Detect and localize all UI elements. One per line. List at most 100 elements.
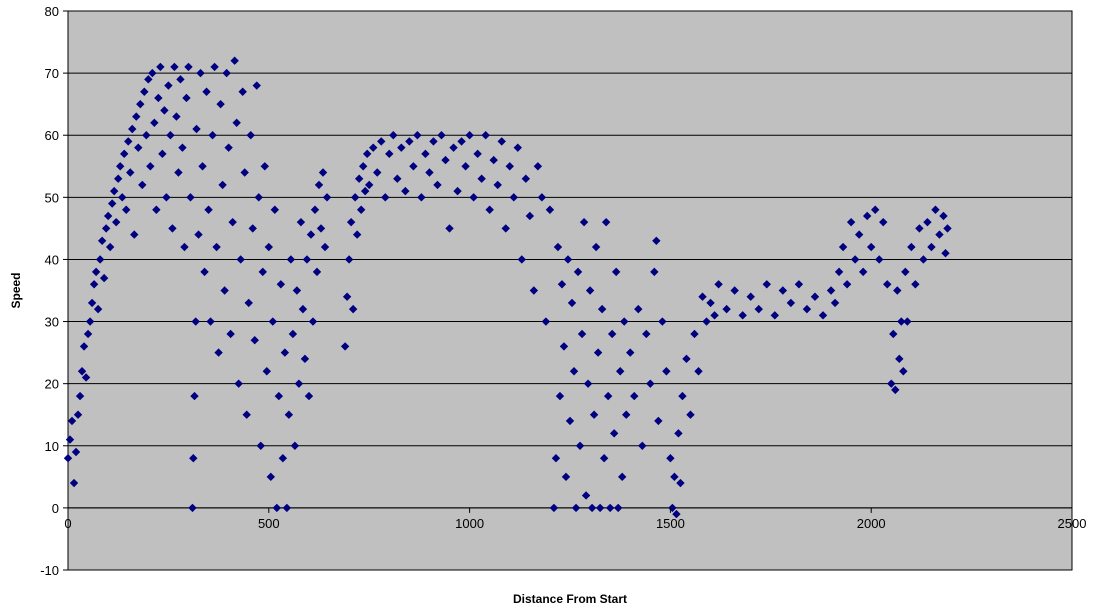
data-point [236,255,245,264]
data-point [674,429,683,438]
data-point [565,416,575,426]
data-point [899,367,908,376]
data-point [89,280,99,289]
data-point [567,298,577,308]
data-point [208,131,217,140]
data-point [272,503,282,513]
data-point [260,162,269,171]
data-point [111,217,121,227]
data-point [613,503,623,513]
data-point [373,168,382,177]
data-point [158,149,167,159]
data-point [150,118,159,127]
data-point [893,286,902,295]
data-point [433,180,442,190]
data-point [65,435,75,444]
data-point [184,62,193,72]
data-point [134,143,143,152]
data-point [405,137,414,146]
data-point [186,193,195,202]
data-point [300,354,310,364]
data-point [867,242,876,252]
data-point [497,137,506,146]
data-point [87,298,97,308]
data-point [358,162,368,171]
data-point [517,255,527,264]
data-point [132,112,141,121]
data-point [258,267,267,277]
data-point [611,267,621,277]
data-point [206,317,215,326]
data-point [290,441,300,450]
y-tick-label: 50 [45,190,59,205]
data-point [714,280,723,289]
data-point [842,280,852,289]
data-point [188,503,197,513]
data-point [282,503,292,513]
data-point [915,224,924,233]
data-point [605,503,615,513]
data-point [152,205,161,214]
data-point [356,205,366,214]
data-point [246,131,255,140]
data-point [109,186,119,196]
data-point [879,217,888,227]
data-point [646,379,655,388]
y-axis-title: Speed [9,272,23,308]
data-point [413,131,422,140]
data-point [818,311,828,320]
data-point [276,280,286,289]
data-point [939,211,948,221]
data-point [214,348,223,357]
data-point [875,255,884,264]
data-point [525,211,535,221]
data-point [654,416,663,426]
y-tick-label: 80 [45,4,59,19]
data-point [216,99,225,109]
data-point [505,162,514,171]
data-point [250,335,259,345]
data-point [238,87,247,96]
data-point [537,193,547,202]
data-point [421,149,430,159]
data-point [280,348,290,357]
data-point [306,230,316,239]
data-point [722,304,731,314]
data-point [521,174,531,183]
data-point [445,224,454,233]
data-point [256,441,265,450]
data-point [397,143,406,152]
data-point [168,224,177,233]
data-point [69,478,79,488]
data-point [99,273,109,283]
data-point [71,447,81,457]
data-point [126,168,135,177]
data-point [541,317,551,326]
data-point [642,329,651,339]
data-point [140,87,149,96]
data-point [437,131,446,140]
data-point [830,298,840,308]
data-point [850,255,860,264]
data-point [770,311,780,320]
data-point [555,391,565,401]
data-point [473,149,482,159]
data-point [638,441,647,450]
data-point [551,454,561,463]
data-point [931,205,940,214]
data-point [429,137,438,146]
data-point [63,454,73,463]
data-point [232,118,241,127]
data-point [453,186,462,196]
data-point [122,205,131,214]
data-point [577,329,587,339]
data-point [93,304,103,314]
y-tick-label: -10 [40,563,59,578]
data-point [144,75,153,84]
y-tick-label: 70 [45,66,59,81]
data-point [105,242,115,252]
data-point [318,168,328,177]
data-point [941,249,950,258]
data-point [222,68,231,78]
data-point [85,317,95,326]
